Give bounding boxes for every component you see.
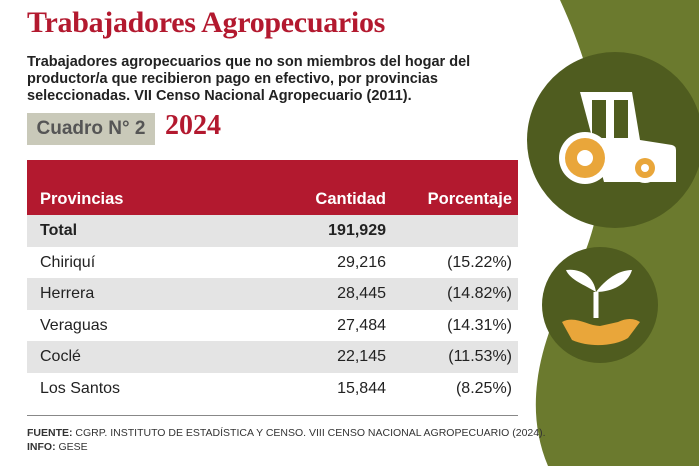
info-label: INFO: (27, 441, 56, 453)
cantidad-cell: 27,484 (337, 316, 386, 334)
header-provincias: Provincias (40, 190, 124, 208)
fuente-text: CGRP. INSTITUTO DE ESTADÍSTICA Y CENSO. … (75, 427, 546, 439)
page-subtitle: Trabajadores agropecuarios que no son mi… (27, 54, 471, 104)
sprout-in-hand-icon (542, 247, 658, 363)
table-row: Herrera 28,445 (14.82%) (27, 278, 518, 310)
provincia-cell: Los Santos (40, 379, 121, 397)
footer-divider (27, 415, 518, 416)
porcentaje-cell: (15.22%) (447, 253, 512, 271)
table-row: Coclé 22,145 (11.53%) (27, 341, 518, 373)
cantidad-cell: 28,445 (337, 285, 386, 302)
porcentaje-cell: (14.31%) (447, 316, 512, 334)
fuente-line: FUENTE: CGRP. INSTITUTO DE ESTADÍSTICA Y… (27, 426, 546, 440)
page-title: Trabajadores Agropecuarios (27, 6, 386, 39)
header-cantidad: Cantidad (315, 190, 386, 208)
porcentaje-cell: (8.25%) (455, 379, 512, 397)
provincia-cell: Coclé (40, 348, 81, 365)
table-row-total: Total 191,929 (27, 215, 518, 247)
table-row: Los Santos 15,844 (8.25%) (27, 373, 518, 405)
header-porcentaje: Porcentaje (427, 190, 512, 208)
source-note: FUENTE: CGRP. INSTITUTO DE ESTADÍSTICA Y… (27, 426, 546, 454)
porcentaje-cell: (14.82%) (447, 285, 512, 302)
table-header: Provincias Cantidad Porcentaje (27, 160, 518, 215)
total-cantidad: 191,929 (328, 222, 386, 239)
cantidad-cell: 29,216 (337, 253, 386, 271)
total-label: Total (40, 222, 78, 239)
fuente-label: FUENTE: (27, 427, 73, 439)
year-label: 2024 (165, 110, 221, 141)
porcentaje-cell: (11.53%) (448, 348, 512, 365)
provincia-cell: Herrera (40, 285, 95, 302)
provincia-cell: Chiriquí (40, 253, 96, 271)
provincia-cell: Veraguas (40, 316, 108, 334)
table-row: Chiriquí 29,216 (15.22%) (27, 247, 518, 279)
cuadro-badge: Cuadro N° 2 (27, 113, 155, 145)
cantidad-cell: 22,145 (337, 348, 386, 365)
cantidad-cell: 15,844 (337, 379, 386, 397)
tractor-icon (527, 52, 699, 228)
info-text: GESE (58, 441, 88, 453)
info-line: INFO: GESE (27, 440, 546, 454)
table-row: Veraguas 27,484 (14.31%) (27, 310, 518, 342)
data-table: Provincias Cantidad Porcentaje Total 191… (27, 160, 518, 404)
